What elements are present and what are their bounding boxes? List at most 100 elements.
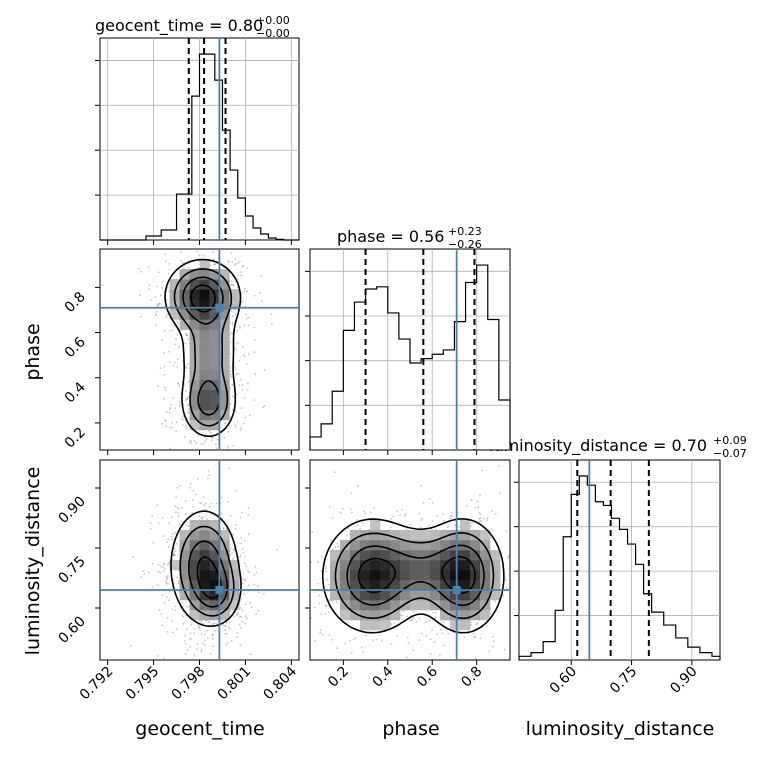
sample-point xyxy=(166,541,168,544)
sample-point xyxy=(451,515,454,517)
sample-point xyxy=(240,378,242,381)
sample-point xyxy=(324,567,327,570)
sample-point xyxy=(208,621,211,624)
sample-point xyxy=(410,618,412,620)
density-cell xyxy=(189,269,200,280)
density-cell xyxy=(420,580,431,591)
sample-point xyxy=(174,550,177,553)
density-cell xyxy=(219,399,230,411)
sample-point xyxy=(164,420,167,423)
sample-point xyxy=(187,396,190,398)
sample-point xyxy=(177,511,180,514)
density-cell xyxy=(400,560,411,571)
sample-point xyxy=(211,436,214,439)
density-cell xyxy=(400,530,411,541)
sample-point xyxy=(454,524,457,527)
sample-point xyxy=(196,250,199,253)
sample-point xyxy=(475,623,477,626)
sample-point xyxy=(137,267,140,270)
sample-point xyxy=(488,650,490,653)
sample-point xyxy=(159,571,162,574)
sample-point xyxy=(241,383,244,386)
density-cell xyxy=(179,580,190,591)
density-cell xyxy=(450,620,461,631)
x-tick-label-lumdist: 0.75 xyxy=(607,664,640,697)
sample-point xyxy=(407,642,410,644)
sample-point xyxy=(236,421,239,423)
sample-point xyxy=(247,353,250,356)
sample-point xyxy=(240,537,243,540)
sample-point xyxy=(158,302,161,305)
sample-point xyxy=(175,430,178,432)
sample-point xyxy=(238,623,241,626)
density-cell xyxy=(209,590,220,601)
sample-point xyxy=(157,570,160,573)
x-tick-label-phase: 0.2 xyxy=(325,664,352,691)
sample-point xyxy=(365,634,367,636)
sample-point xyxy=(164,567,167,570)
sample-point xyxy=(254,565,257,568)
sample-point xyxy=(164,253,167,256)
sample-point xyxy=(227,500,229,503)
density-cell xyxy=(179,309,190,320)
sample-point xyxy=(163,601,166,604)
sample-point xyxy=(157,385,159,387)
sample-point xyxy=(193,632,195,635)
sample-point xyxy=(165,316,168,318)
sample-point xyxy=(253,573,256,576)
sample-point xyxy=(233,615,235,617)
sample-point xyxy=(242,354,245,356)
density-cell xyxy=(189,520,200,531)
density-cell xyxy=(219,590,230,601)
sample-point xyxy=(321,555,323,558)
sample-point xyxy=(372,639,374,641)
density-cell xyxy=(219,600,230,611)
sample-point xyxy=(198,626,201,628)
sample-point xyxy=(234,523,237,526)
density-cell xyxy=(199,269,210,280)
sample-point xyxy=(476,622,479,625)
sample-point xyxy=(317,561,319,563)
sample-point xyxy=(255,613,257,615)
sample-point xyxy=(492,645,494,648)
sample-point xyxy=(175,421,178,424)
sample-point xyxy=(237,262,240,264)
sample-point xyxy=(209,264,212,267)
density-cell xyxy=(380,580,391,591)
sample-point xyxy=(174,343,176,346)
sample-point xyxy=(434,616,437,619)
density-cell xyxy=(209,530,220,541)
density-cell xyxy=(470,530,481,541)
sample-point xyxy=(186,397,189,400)
sample-point xyxy=(184,643,187,645)
density-cell xyxy=(189,600,200,611)
sample-point xyxy=(342,507,344,510)
density-cell xyxy=(430,570,441,581)
sample-point xyxy=(253,351,256,354)
sample-point xyxy=(171,631,174,634)
sample-point xyxy=(263,369,266,371)
sample-point xyxy=(254,373,256,376)
sample-point xyxy=(206,629,209,632)
sample-point xyxy=(411,610,414,613)
sample-point xyxy=(196,478,199,480)
sample-point xyxy=(259,291,261,294)
density-cell xyxy=(370,590,381,601)
sample-point xyxy=(373,507,376,509)
sample-point xyxy=(165,411,168,414)
sample-point xyxy=(233,549,236,552)
sample-point xyxy=(186,398,189,400)
density-cell xyxy=(199,309,210,320)
sample-point xyxy=(187,411,189,413)
panel-phase-hist xyxy=(305,248,511,455)
sample-point xyxy=(149,522,152,525)
sample-point xyxy=(217,438,219,441)
sample-point xyxy=(440,628,442,631)
sample-point xyxy=(243,287,246,290)
y-tick-label-phase: 0.2 xyxy=(62,424,89,451)
density-cell xyxy=(360,540,371,551)
density-cell xyxy=(400,600,411,611)
sample-point xyxy=(224,625,227,628)
sample-point xyxy=(411,618,414,621)
panel-phase-geocent-2d xyxy=(95,248,300,455)
